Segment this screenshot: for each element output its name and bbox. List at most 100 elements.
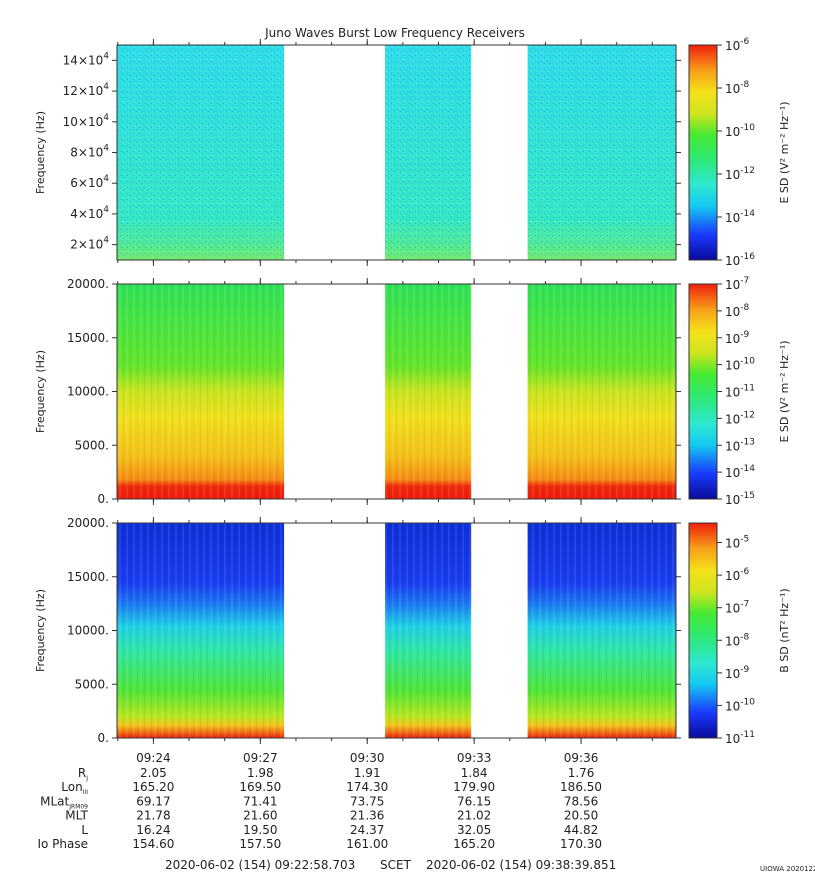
ephemeris-value: 21.02 — [457, 809, 491, 823]
ephemeris-value: 179.90 — [453, 780, 495, 794]
ephemeris-value: 154.60 — [132, 837, 174, 851]
ephemeris-value: 1.76 — [568, 766, 595, 780]
colorbar-tick-label: 10-7 — [725, 276, 749, 292]
ephemeris-value: 186.50 — [560, 780, 602, 794]
ephemeris-value: 69.17 — [136, 794, 170, 808]
colorbar-tick-label: 10-6 — [725, 567, 750, 583]
colorbar-tick-label: 10-10 — [725, 123, 755, 139]
ephemeris-value: 161.00 — [346, 837, 388, 851]
footer-end: 2020-06-02 (154) 09:38:39.851 — [426, 858, 616, 872]
y-axis-label: Frequency (Hz) — [34, 350, 47, 433]
footer-scet: SCET — [380, 858, 412, 872]
ephemeris-value: 174.30 — [346, 780, 388, 794]
y-tick-label: 2×104 — [70, 236, 109, 252]
ephemeris-value: 19.50 — [243, 823, 277, 837]
time-tick-label: 09:33 — [457, 751, 492, 765]
y-tick-label: 10×104 — [63, 113, 110, 129]
colorbar-tick-label: 10-12 — [725, 166, 755, 182]
colorbar-tick-label: 10-11 — [725, 384, 755, 400]
credit-label: UIOWA 20201221 — [760, 865, 815, 873]
spectrogram-striations — [527, 523, 676, 738]
colorbar-tick-label: 10-16 — [725, 252, 755, 268]
y-axis-label: Frequency (Hz) — [34, 589, 47, 672]
spectrogram-striations — [117, 523, 285, 738]
y-tick-label: 10000. — [67, 624, 109, 638]
colorbar-tick-label: 10-14 — [725, 464, 755, 480]
y-tick-label: 0. — [98, 731, 109, 745]
spectrogram-striations — [385, 523, 472, 738]
colorbar-tick-label: 10-8 — [725, 80, 750, 96]
ephemeris-row-label: RJ — [78, 766, 88, 782]
colorbar-tick-label: 10-13 — [725, 437, 755, 453]
y-tick-label: 15000. — [67, 570, 109, 584]
time-tick-label: 09:24 — [136, 751, 171, 765]
ephemeris-value: 32.05 — [457, 823, 491, 837]
colorbar-tick-label: 10-9 — [725, 330, 750, 346]
spectrogram-noise — [385, 45, 472, 260]
colorbar — [688, 522, 718, 739]
figure-title: Juno Waves Burst Low Frequency Receivers — [264, 26, 525, 40]
colorbar-tick-label: 10-6 — [725, 37, 750, 53]
ephemeris-value: 16.24 — [136, 823, 170, 837]
panel-top: 2×104 4×104 6×104 8×104 10×104 12×104 14×104 Fr… — [34, 37, 791, 268]
colorbar-tick-label: 10-9 — [725, 665, 750, 681]
y-tick-label: 5000. — [75, 438, 109, 452]
panels: 2×104 4×104 6×104 8×104 10×104 12×104 14×104 Fr… — [34, 37, 791, 746]
colorbar-tick-label: 10-5 — [725, 535, 749, 551]
time-tick-label: 09:30 — [350, 751, 385, 765]
colorbar-label: E SD (V² m⁻² Hz⁻¹) — [778, 340, 791, 442]
ephemeris-value: 21.60 — [243, 809, 277, 823]
ephemeris-row-label: MLatJRM09 — [40, 794, 88, 810]
y-tick-label: 4×104 — [70, 205, 109, 221]
ephemeris-value: 44.82 — [564, 823, 598, 837]
ephemeris-value: 78.56 — [564, 794, 598, 808]
y-tick-label: 10000. — [67, 385, 109, 399]
y-tick-label: 20000. — [67, 277, 109, 291]
spectrogram-striations — [117, 284, 285, 499]
panel-middle: 0. 5000. 10000. 15000. 20000. Frequency (Hz) 1… — [34, 276, 791, 507]
spectrogram-striations — [385, 284, 472, 499]
ephemeris-value: 1.98 — [247, 766, 274, 780]
ephemeris-value: 71.41 — [243, 794, 277, 808]
y-tick-label: 12×104 — [63, 82, 110, 98]
y-tick-label: 20000. — [67, 516, 109, 530]
y-tick-label: 14×104 — [63, 51, 110, 67]
y-tick-label: 5000. — [75, 677, 109, 691]
colorbar-tick-label: 10-12 — [725, 410, 755, 426]
footer-start: 2020-06-02 (154) 09:22:58.703 — [165, 858, 355, 872]
ephemeris-row-label: LonIII — [61, 780, 88, 796]
time-axis: 09:24 09:27 09:30 09:33 09:36 — [136, 751, 598, 765]
ephemeris-value: 170.30 — [560, 837, 602, 851]
colorbar-tick-label: 10-10 — [725, 697, 755, 713]
colorbar-tick-label: 10-8 — [725, 632, 750, 648]
ephemeris-value: 20.50 — [564, 809, 598, 823]
ephemeris-value: 1.91 — [354, 766, 381, 780]
y-tick-label: 8×104 — [70, 144, 109, 160]
ephemeris-value: 157.50 — [239, 837, 281, 851]
ephemeris-value: 165.20 — [453, 837, 495, 851]
colorbar-tick-label: 10-7 — [725, 600, 749, 616]
ephemeris-value: 169.50 — [239, 780, 281, 794]
colorbar-label: E SD (V² m⁻² Hz⁻¹) — [778, 101, 791, 203]
spectrogram-noise — [527, 45, 676, 260]
colorbar-tick-label: 10-10 — [725, 357, 755, 373]
colorbar-tick-label: 10-11 — [725, 730, 755, 746]
ephemeris-value: 73.75 — [350, 794, 384, 808]
colorbar — [688, 44, 718, 261]
colorbar — [688, 283, 718, 500]
ephemeris-value: 21.36 — [350, 809, 384, 823]
colorbar-tick-label: 10-8 — [725, 303, 750, 319]
ephemeris-table: RJ 2.05 1.98 1.91 1.84 1.76 LonIII 165.20 169.50… — [37, 766, 602, 851]
y-tick-label: 6×104 — [70, 174, 109, 190]
ephemeris-value: 2.05 — [140, 766, 167, 780]
y-tick-label: 0. — [98, 492, 109, 506]
ephemeris-row-label: Io Phase — [37, 837, 88, 851]
colorbar-tick-label: 10-14 — [725, 209, 755, 225]
colorbar-label: B SD (nT² Hz⁻¹) — [778, 588, 791, 672]
spectrogram-noise — [117, 45, 285, 260]
colorbar-tick-label: 10-15 — [725, 491, 755, 507]
spectrogram-striations — [527, 284, 676, 499]
y-axis-label: Frequency (Hz) — [34, 111, 47, 194]
ephemeris-value: 21.78 — [136, 809, 170, 823]
